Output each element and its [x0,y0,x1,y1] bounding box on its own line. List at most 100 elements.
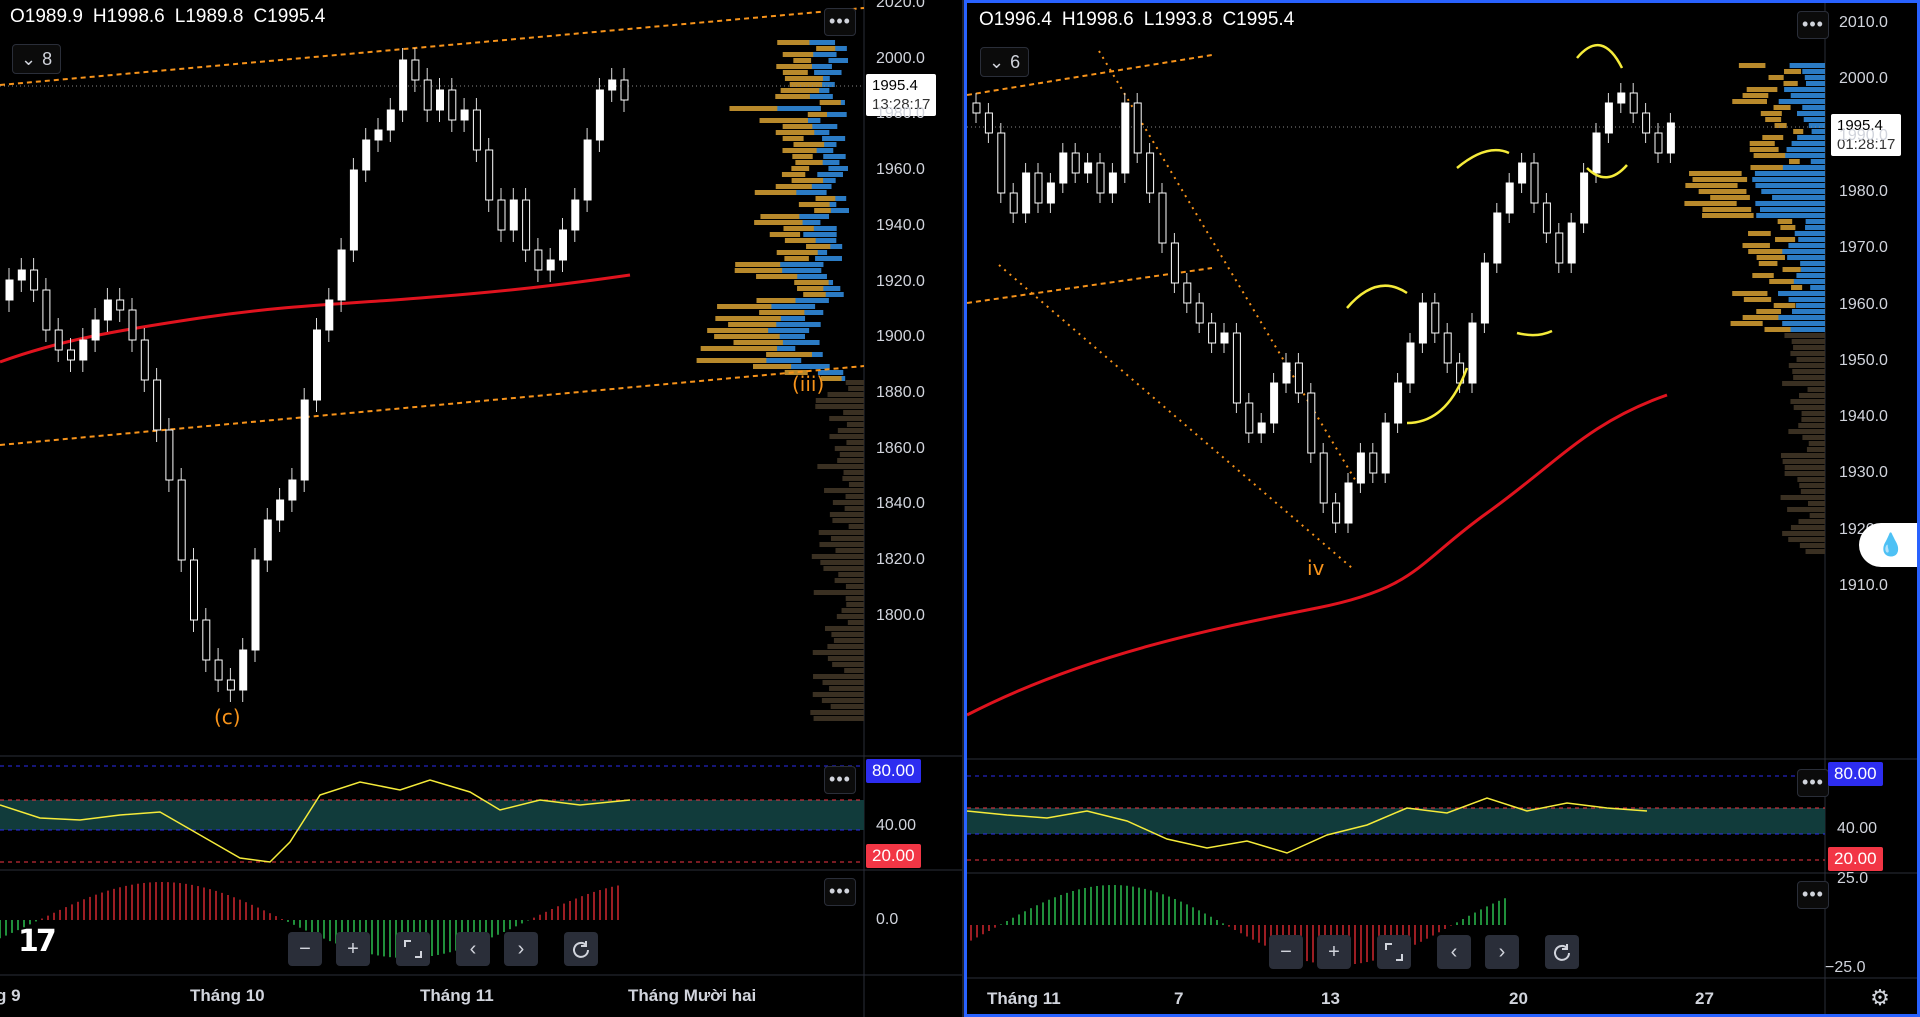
volume-profile-bar [825,46,847,51]
price-tick: 1980.0 [876,105,925,123]
rsi-mid-level: 40.00 [876,817,917,834]
zoom-in-button[interactable]: + [1317,935,1351,969]
candle-body [42,289,51,331]
fullscreen-button[interactable] [1377,935,1411,969]
volume-profile-bar [1762,135,1784,140]
volume-profile-bar [1793,129,1804,134]
volume-profile-bar [1782,531,1825,536]
volume-profile-bar [1738,63,1766,68]
volume-profile-bar [729,106,778,111]
indicators-toggle-button[interactable]: ⌄ 8 [12,44,62,74]
macd-menu-button[interactable]: ••• [1797,881,1829,909]
rsi-menu-button[interactable]: ••• [1797,769,1829,797]
fullscreen-button[interactable] [396,932,430,966]
volume-profile-bar [848,524,864,529]
volume-profile-bar [807,112,828,117]
right-chart-pane[interactable]: O1996.4 H1998.6 L1993.8 C1995.4 ⌄ 6 ••• •••… [964,0,1920,1017]
volume-profile-bar [1796,111,1825,116]
candle-body [1096,162,1105,194]
volume-profile-bar [1782,381,1825,386]
candle-body [534,249,543,271]
volume-profile-bar [1800,267,1825,272]
volume-profile-bar [717,304,772,309]
rsi-menu-button[interactable]: ••• [824,766,856,794]
left-chart-pane[interactable]: O1989.9 H1998.6 L1989.8 C1995.4 ⌄ 8 ••• •••… [0,0,962,1017]
floating-tool-button[interactable]: 💧 [1859,523,1917,567]
volume-profile-bar [714,334,780,339]
zoom-in-button[interactable]: + [336,932,370,966]
macd-menu-button[interactable]: ••• [824,878,856,906]
volume-profile-bar [845,596,864,601]
candle-body [325,299,334,331]
volume-profile-bar [734,268,783,273]
rsi-upper-level: 80.00 [1828,762,1883,786]
pane-divider[interactable] [962,0,964,1017]
volume-profile-bar [1793,375,1825,380]
volume-profile-bar [1778,99,1825,104]
candle-body [436,89,444,111]
settings-icon[interactable]: ⚙ [1870,985,1890,1010]
volume-profile-bar [835,548,864,553]
volume-profile-bar [823,566,864,571]
candle-body [608,79,617,91]
price-tick: 1930.0 [1839,464,1888,482]
volume-profile-bar [1793,405,1825,410]
candle-body [1059,152,1068,184]
volume-profile-bar [810,710,864,715]
chart-menu-button[interactable]: ••• [824,8,856,36]
volume-profile-bar [785,298,829,303]
candle-body [997,132,1006,194]
candle-body [1232,332,1241,404]
volume-profile-bar [1773,105,1791,110]
time-tick: Tháng 11 [987,989,1061,1008]
volume-profile-bar [827,656,864,661]
volume-profile-bar [793,58,812,63]
candle-body [1567,222,1576,264]
left-chart-canvas[interactable] [0,0,962,1017]
volume-profile-bar [803,232,837,237]
zoom-out-icon: − [299,937,311,960]
scroll-left-button[interactable]: ‹ [456,932,490,966]
more-dots-icon: ••• [829,11,851,31]
volume-profile-bar [1781,165,1825,170]
volume-profile-bar [798,202,830,207]
zoom-out-button[interactable]: − [288,932,322,966]
price-tick: 1800.0 [876,606,925,624]
low-value: L1989.8 [174,6,244,27]
scroll-left-button[interactable]: ‹ [1437,935,1471,969]
right-chart-canvas[interactable] [967,3,1920,1017]
candle-body [349,169,358,251]
volume-profile-bar [832,662,864,667]
scroll-right-button[interactable]: › [504,932,538,966]
wave-label-iii: (iii) [792,372,825,396]
chart-menu-button[interactable]: ••• [1797,11,1829,39]
scroll-right-button[interactable]: › [1485,935,1519,969]
candle-body [571,199,580,231]
volume-profile-bar [715,316,781,321]
macd-upper-level: 25.0 [1837,870,1869,887]
ohlc-legend: O1989.9 H1998.6 L1989.8 C1995.4 [10,6,335,28]
volume-profile-bar [832,518,864,523]
scroll-right-icon: › [517,937,525,960]
zoom-out-button[interactable]: − [1269,935,1303,969]
reset-chart-button[interactable] [1545,935,1579,969]
volume-profile-bar [1805,549,1825,554]
candle-body [423,79,432,111]
volume-profile-bar [814,70,842,75]
volume-profile-bar [1802,105,1825,110]
indicator-count: 6 [1010,51,1021,72]
volume-profile-bar [806,244,831,249]
volume-profile-bar [846,422,864,427]
candle-body [1493,212,1502,264]
candle-body [1369,452,1378,474]
volume-profile-bar [759,310,805,315]
annotation-arc [1346,284,1408,309]
volume-profile-bar [821,698,864,703]
volume-profile-bar [782,124,813,129]
volume-profile-bar [1786,147,1825,152]
volume-profile-bar [1780,495,1825,500]
reset-chart-button[interactable] [564,932,598,966]
indicators-toggle-button[interactable]: ⌄ 6 [980,47,1030,77]
volume-profile-bar [829,686,864,691]
volume-profile-bar [784,238,816,243]
